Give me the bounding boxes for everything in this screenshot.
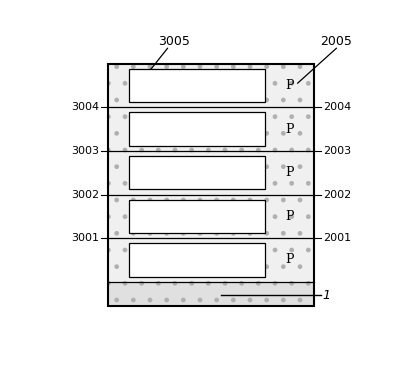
Bar: [129, 156, 265, 190]
Text: 3004: 3004: [71, 102, 100, 112]
Text: P: P: [285, 79, 293, 92]
Text: N: N: [191, 78, 203, 93]
Text: 1: 1: [323, 289, 331, 302]
Bar: [129, 243, 265, 277]
Bar: [108, 107, 314, 151]
Text: 3003: 3003: [71, 146, 100, 156]
Bar: [108, 194, 314, 238]
Text: N: N: [191, 209, 203, 223]
Text: 2005: 2005: [320, 35, 352, 48]
Bar: [108, 282, 314, 306]
Bar: [108, 194, 314, 238]
Bar: [108, 64, 314, 107]
Bar: [108, 64, 314, 107]
Text: 2002: 2002: [323, 190, 351, 199]
Text: P: P: [285, 210, 293, 223]
Bar: [108, 238, 314, 282]
Text: 3005: 3005: [158, 35, 190, 48]
Bar: [108, 282, 314, 306]
Text: N: N: [191, 122, 203, 136]
Text: 2003: 2003: [323, 146, 351, 156]
Text: N: N: [191, 166, 203, 180]
Bar: [108, 64, 314, 306]
Text: 3001: 3001: [71, 233, 100, 243]
Bar: [108, 151, 314, 194]
Text: N: N: [191, 253, 203, 267]
Bar: [129, 199, 265, 233]
Bar: [129, 69, 265, 102]
Bar: [129, 112, 265, 146]
Text: 3002: 3002: [71, 190, 100, 199]
Bar: [108, 238, 314, 282]
Text: 2001: 2001: [323, 233, 351, 243]
Text: P: P: [285, 123, 293, 135]
Bar: [108, 151, 314, 194]
Text: P: P: [285, 166, 293, 179]
Text: 2004: 2004: [323, 102, 351, 112]
Text: P: P: [285, 254, 293, 266]
Bar: [108, 107, 314, 151]
